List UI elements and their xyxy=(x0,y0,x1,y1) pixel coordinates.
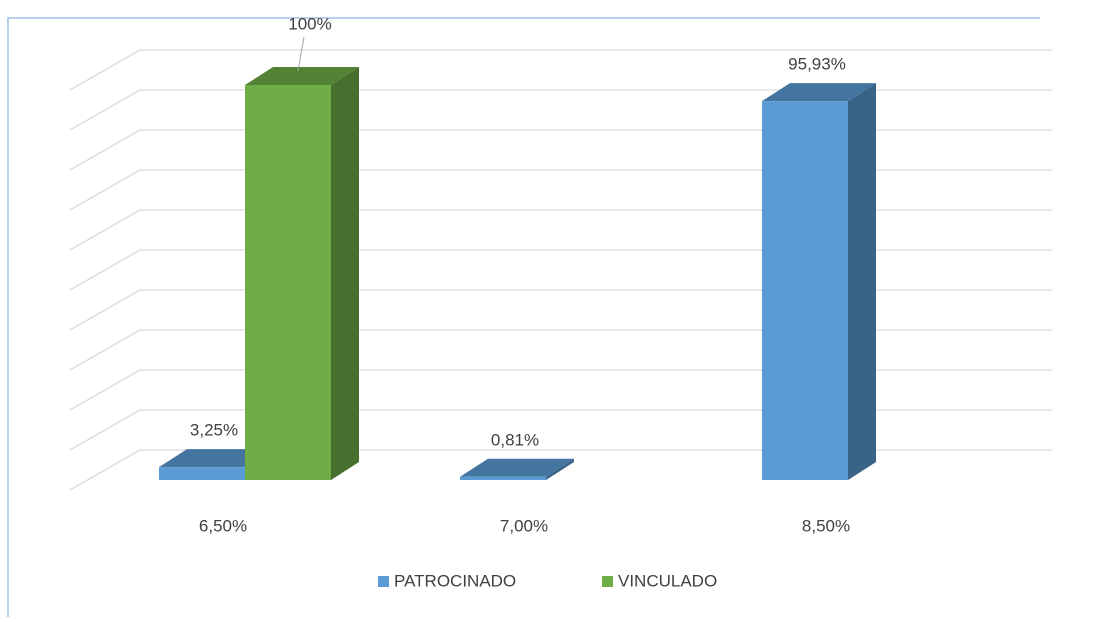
bar-front xyxy=(460,476,546,480)
grid-line xyxy=(69,289,1052,331)
bar-top xyxy=(762,83,876,102)
legend-label: PATROCINADO xyxy=(394,571,516,590)
legend-swatch xyxy=(602,576,613,587)
bar-front xyxy=(762,101,848,480)
bar xyxy=(245,67,359,480)
bar-side xyxy=(331,67,359,480)
leader-line xyxy=(297,36,305,72)
bar-front xyxy=(159,467,245,480)
grid-line xyxy=(69,369,1052,411)
x-tick-label: 8,50% xyxy=(802,516,850,535)
bar xyxy=(460,458,574,480)
grid-line xyxy=(69,89,1052,131)
grid-line xyxy=(69,209,1052,251)
x-tick-label: 7,00% xyxy=(500,516,548,535)
bar-side xyxy=(848,83,876,480)
grid-line xyxy=(69,329,1052,371)
bar-top xyxy=(159,449,273,468)
grid-line xyxy=(69,169,1052,211)
grid-line xyxy=(69,49,1052,91)
data-label: 100% xyxy=(288,14,331,33)
chart-frame xyxy=(7,17,1040,617)
bar-top xyxy=(245,67,359,85)
x-tick-label: 6,50% xyxy=(199,516,247,535)
grid-line xyxy=(69,129,1052,171)
legend-label: VINCULADO xyxy=(618,571,717,590)
data-label: 3,25% xyxy=(190,421,238,440)
bar xyxy=(762,83,876,480)
legend-swatch xyxy=(378,576,389,587)
grid-line xyxy=(69,249,1052,291)
grid-line xyxy=(69,449,1052,491)
bar-front xyxy=(245,85,331,480)
data-label: 0,81% xyxy=(491,430,539,449)
bar-top xyxy=(460,458,574,477)
bar-side xyxy=(546,458,574,480)
data-label: 95,93% xyxy=(788,55,846,74)
grid-line xyxy=(69,409,1052,451)
